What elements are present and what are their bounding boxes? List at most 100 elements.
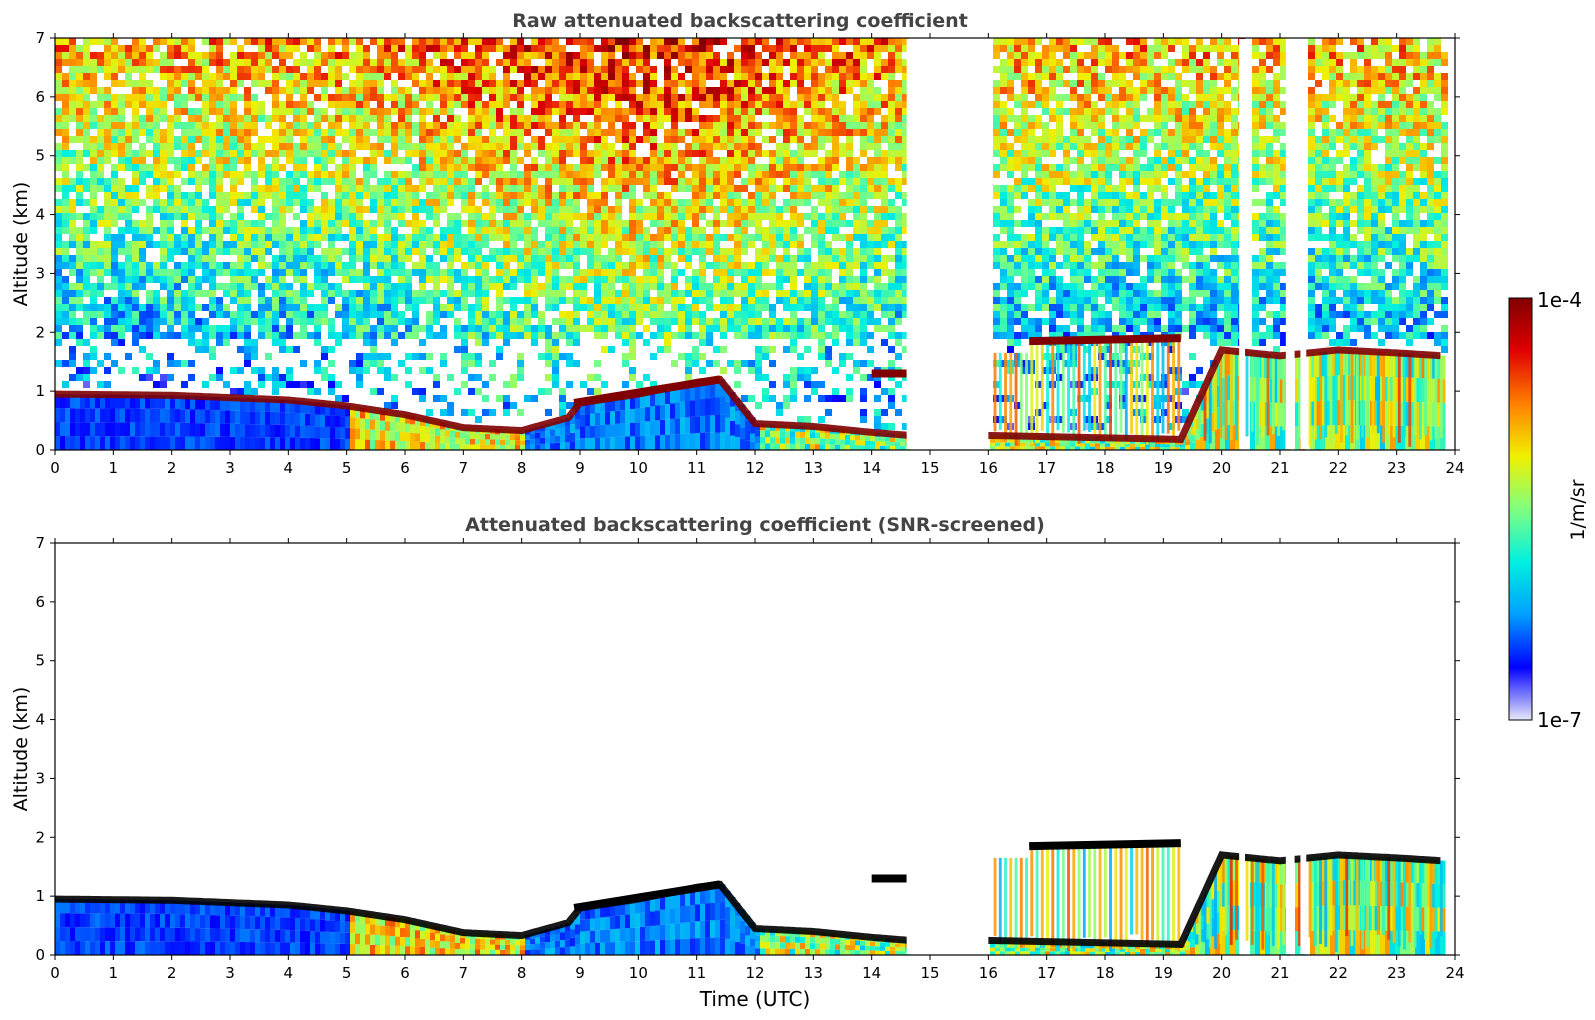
backscatter-cell [720, 255, 727, 262]
backscatter-cell [790, 227, 797, 234]
backscatter-cell [293, 213, 300, 220]
backscatter-cell [902, 178, 909, 185]
backscatter-cell [503, 122, 510, 129]
backscatter-cell [825, 255, 832, 262]
backscatter-cell [475, 150, 482, 157]
backscatter-cell [797, 66, 804, 73]
backscatter-cell [76, 80, 83, 87]
backscatter-cell [111, 234, 118, 241]
backscatter-cell [419, 276, 426, 283]
backscatter-cell [601, 346, 608, 353]
backscatter-cell [279, 66, 286, 73]
backscatter-cell [223, 339, 230, 346]
backscatter-cell [720, 122, 727, 129]
backscatter-cell [272, 283, 279, 290]
backscatter-cell [223, 332, 230, 339]
backscatter-cell [475, 325, 482, 332]
backscatter-cell [370, 325, 377, 332]
backscatter-cell [692, 332, 699, 339]
backscatter-cell [517, 297, 524, 304]
backscatter-cell [783, 108, 790, 115]
backscatter-cell [678, 332, 685, 339]
backscatter-cell [363, 157, 370, 164]
backscatter-cell [699, 332, 706, 339]
backscatter-cell [601, 164, 608, 171]
backscatter-cell [825, 346, 832, 353]
backscatter-cell [90, 101, 97, 108]
backscatter-cell [895, 143, 902, 150]
backscatter-cell [671, 122, 678, 129]
backscatter-cell [482, 38, 489, 45]
backscatter-cell [748, 192, 755, 199]
backscatter-cell [300, 143, 307, 150]
backscatter-cell [818, 101, 825, 108]
backscatter-cell [622, 87, 629, 94]
backscatter-cell [223, 206, 230, 213]
backscatter-cell [55, 150, 62, 157]
backscatter-cell [825, 59, 832, 66]
backscatter-cell [202, 248, 209, 255]
backscatter-cell [307, 122, 314, 129]
backscatter-cell [531, 80, 538, 87]
backscatter-cell [608, 276, 615, 283]
backscatter-cell [62, 206, 69, 213]
backscatter-cell [517, 101, 524, 108]
backscatter-cell [90, 150, 97, 157]
backscatter-cell [706, 94, 713, 101]
backscatter-cell [111, 339, 118, 346]
backscatter-cell [573, 185, 580, 192]
backscatter-cell [678, 38, 685, 45]
backscatter-cell [545, 241, 552, 248]
backscatter-cell [461, 367, 468, 374]
backscatter-cell [769, 157, 776, 164]
backscatter-cell [524, 325, 531, 332]
backscatter-cell [846, 374, 853, 381]
backscatter-cell [601, 199, 608, 206]
backscatter-cell [741, 318, 748, 325]
backscatter-cell [167, 332, 174, 339]
backscatter-cell [503, 80, 510, 87]
backscatter-cell [286, 108, 293, 115]
backscatter-cell [384, 318, 391, 325]
backscatter-cell [405, 248, 412, 255]
backscatter-cell [748, 59, 755, 66]
backscatter-cell [125, 353, 132, 360]
backscatter-cell [398, 248, 405, 255]
backscatter-cell [643, 164, 650, 171]
backscatter-cell [573, 311, 580, 318]
backscatter-cell [90, 87, 97, 94]
backscatter-cell [580, 45, 587, 52]
backscatter-cell [454, 241, 461, 248]
backscatter-cell [713, 192, 720, 199]
backscatter-cell [902, 311, 909, 318]
backscatter-cell [153, 360, 160, 367]
backscatter-cell [748, 94, 755, 101]
panel-raw-noise-field [55, 38, 1448, 430]
backscatter-cell [461, 52, 468, 59]
backscatter-cell [216, 115, 223, 122]
backscatter-cell [846, 122, 853, 129]
backscatter-cell [776, 262, 783, 269]
backscatter-cell [349, 276, 356, 283]
backscatter-cell [62, 101, 69, 108]
backscatter-cell [720, 115, 727, 122]
backscatter-cell [251, 129, 258, 136]
backscatter-cell [251, 108, 258, 115]
backscatter-cell [62, 318, 69, 325]
backscatter-cell [342, 248, 349, 255]
backscatter-cell [265, 178, 272, 185]
backscatter-cell [650, 283, 657, 290]
backscatter-cell [636, 213, 643, 220]
backscatter-cell [783, 59, 790, 66]
backscatter-cell [748, 213, 755, 220]
backscatter-cell [622, 262, 629, 269]
backscatter-cell [671, 115, 678, 122]
backscatter-cell [153, 59, 160, 66]
backscatter-cell [440, 325, 447, 332]
backscatter-cell [300, 108, 307, 115]
backscatter-cell [62, 38, 69, 45]
backscatter-cell [265, 38, 272, 45]
backscatter-cell [636, 297, 643, 304]
backscatter-cell [545, 220, 552, 227]
backscatter-cell [846, 185, 853, 192]
